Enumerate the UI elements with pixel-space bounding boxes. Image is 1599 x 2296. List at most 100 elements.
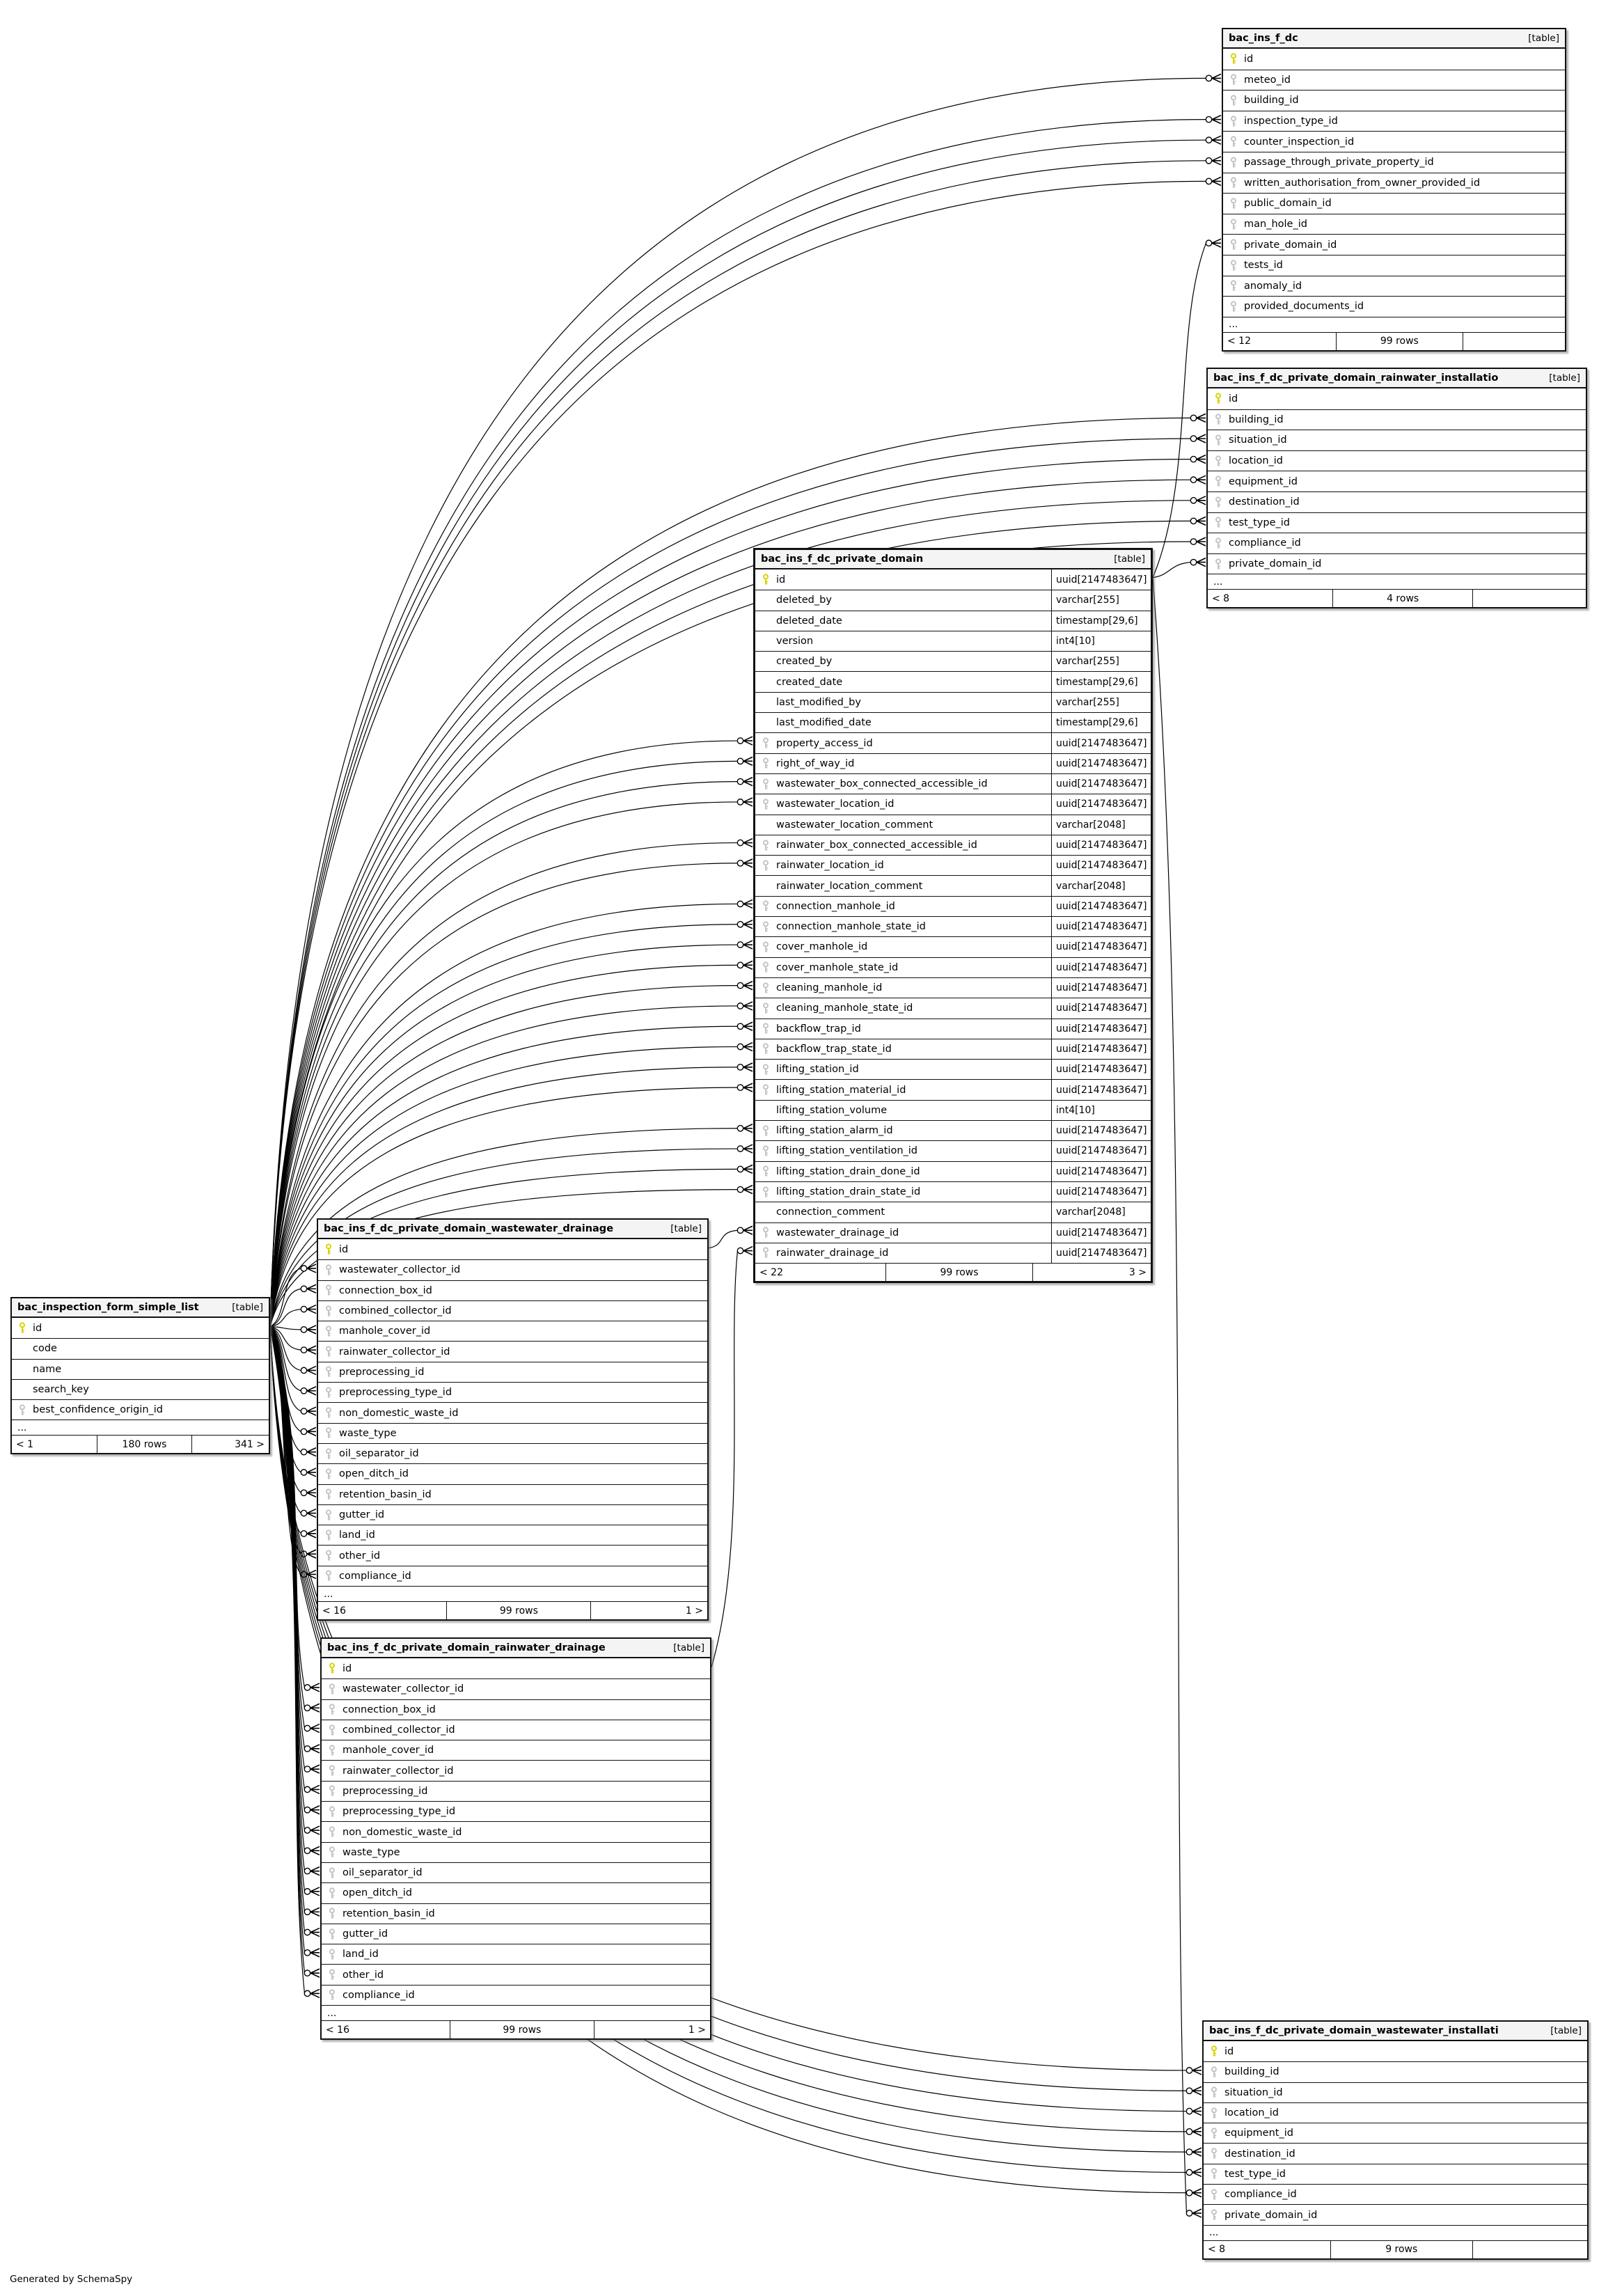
column-name: provided_documents_id xyxy=(1244,301,1364,313)
column-name: connection_comment xyxy=(776,1206,885,1218)
column-name: compliance_id xyxy=(339,1570,411,1582)
key-cell xyxy=(1223,177,1244,189)
column-row-version: version int4[10] xyxy=(755,630,1151,652)
zero-or-many-marker xyxy=(300,1469,308,1476)
column-name: building_id xyxy=(1224,2066,1279,2078)
column-name: private_domain_id xyxy=(1244,239,1337,251)
column-name: deleted_date xyxy=(776,615,842,627)
foreign-key-icon xyxy=(326,1468,331,1479)
crows-foot-marker xyxy=(310,1846,320,1856)
foreign-key-icon xyxy=(326,1550,331,1561)
column-name: rainwater_location_comment xyxy=(776,880,923,892)
zero-or-many-marker xyxy=(304,1888,311,1895)
table-bac_ins_f_dc[interactable]: bac_ins_f_dc [table] id meteo_id building_id… xyxy=(1222,28,1566,352)
table-title[interactable]: bac_ins_f_dc_private_domain_wastewater_d… xyxy=(324,1223,614,1234)
table-bac_ins_f_dc_private_domain_rainwater_drainage[interactable]: bac_ins_f_dc_private_domain_rainwater_dr… xyxy=(320,1637,711,2041)
foreign-key-icon xyxy=(763,1145,769,1156)
footer-children: 1 > xyxy=(593,2021,710,2039)
zero-or-many-marker xyxy=(1190,558,1197,566)
column-row-preprocessing_type_id: preprocessing_type_id xyxy=(318,1382,707,1402)
column-row-code: code xyxy=(12,1338,269,1358)
table-title[interactable]: bac_ins_f_dc_private_domain_rainwater_in… xyxy=(1213,372,1499,384)
zero-or-many-marker xyxy=(737,941,744,948)
foreign-key-icon xyxy=(329,1887,335,1898)
table-bac_ins_f_dc_private_domain_wastewater_installati[interactable]: bac_ins_f_dc_private_domain_wastewater_i… xyxy=(1202,2020,1589,2260)
column-name: search_key xyxy=(33,1384,89,1396)
relationship-edge xyxy=(269,964,738,1327)
key-cell xyxy=(318,1488,339,1500)
column-name: wastewater_collector_id xyxy=(342,1683,464,1695)
zero-or-many-marker xyxy=(737,1165,744,1173)
primary-key-icon xyxy=(19,1322,25,1333)
column-name: man_hole_id xyxy=(1244,219,1307,230)
crows-foot-marker xyxy=(743,756,753,766)
foreign-key-icon xyxy=(763,757,769,769)
key-cell xyxy=(318,1387,339,1399)
zero-or-many-marker xyxy=(300,1346,308,1354)
footer-parents: < 1 xyxy=(16,1438,34,1450)
column-name: name xyxy=(33,1363,62,1375)
table-bac_ins_f_dc_private_domain[interactable]: bac_ins_f_dc_private_domain [table] id uuid… xyxy=(753,548,1153,1284)
table-header: bac_inspection_form_simple_list [table] xyxy=(12,1298,269,1318)
key-cell xyxy=(1208,558,1229,570)
column-name: id xyxy=(1224,2045,1234,2057)
zero-or-many-marker xyxy=(1205,178,1213,185)
column-row-property_access_id: property_access_id uuid[2147483647] xyxy=(755,732,1151,753)
relationship-edge xyxy=(269,1326,301,1412)
footer-rowcount: 180 rows xyxy=(96,1436,192,1454)
column-name: test_type_id xyxy=(1229,517,1290,528)
zero-or-many-marker xyxy=(737,1002,744,1009)
table-footer: < 8 4 rows xyxy=(1208,589,1586,608)
relationship-edge xyxy=(269,160,1206,1327)
table-footer: < 16 99 rows 1 > xyxy=(318,1601,707,1620)
table-title[interactable]: bac_ins_f_dc_private_domain_rainwater_dr… xyxy=(327,1642,606,1653)
column-name: tests_id xyxy=(1244,260,1283,272)
column-row-gutter_id: gutter_id xyxy=(318,1504,707,1525)
zero-or-many-marker xyxy=(737,1124,744,1132)
key-cell xyxy=(322,1662,342,1674)
key-cell xyxy=(755,574,776,585)
relationship-edge xyxy=(708,1229,738,1249)
crows-foot-marker xyxy=(310,1805,320,1815)
foreign-key-icon xyxy=(329,1765,335,1776)
key-cell xyxy=(1204,2107,1224,2119)
foreign-key-icon xyxy=(329,1785,335,1797)
crows-foot-marker xyxy=(1192,2086,1202,2096)
key-cell xyxy=(322,1908,342,1919)
zero-or-many-marker xyxy=(737,1023,744,1030)
table-title[interactable]: bac_ins_f_dc_private_domain_wastewater_i… xyxy=(1209,2025,1499,2036)
column-row-combined_collector_id: combined_collector_id xyxy=(322,1719,710,1740)
primary-key-icon xyxy=(1231,53,1236,64)
relationship-edge xyxy=(269,1128,738,1327)
crows-foot-marker xyxy=(306,1508,317,1518)
key-cell xyxy=(318,1243,339,1255)
table-header: bac_ins_f_dc_private_domain_wastewater_i… xyxy=(1204,2022,1587,2041)
key-cell xyxy=(318,1264,339,1276)
key-cell xyxy=(755,778,776,790)
foreign-key-icon xyxy=(1215,517,1221,528)
column-name: compliance_id xyxy=(342,1989,415,2001)
foreign-key-icon xyxy=(763,1186,769,1197)
column-name: lifting_station_ventilation_id xyxy=(776,1145,917,1157)
key-cell xyxy=(755,961,776,973)
key-cell xyxy=(755,1145,776,1157)
key-cell xyxy=(755,1227,776,1239)
key-cell xyxy=(322,1867,342,1879)
column-name: location_id xyxy=(1229,455,1284,467)
key-cell xyxy=(1208,517,1229,528)
column-name: deleted_by xyxy=(776,595,832,606)
column-row-land_id: land_id xyxy=(322,1944,710,1964)
table-title[interactable]: bac_ins_f_dc xyxy=(1229,33,1298,44)
key-cell xyxy=(322,1887,342,1899)
table-bac_ins_f_dc_private_domain_wastewater_drainage[interactable]: bac_ins_f_dc_private_domain_wastewater_d… xyxy=(317,1218,709,1621)
column-name: private_domain_id xyxy=(1229,558,1322,570)
key-cell xyxy=(1223,136,1244,148)
column-name: lifting_station_id xyxy=(776,1064,859,1076)
table-bac_ins_f_dc_private_domain_rainwater_installatio[interactable]: bac_ins_f_dc_private_domain_rainwater_in… xyxy=(1206,368,1587,609)
zero-or-many-marker xyxy=(1186,2148,1193,2156)
table-title[interactable]: bac_inspection_form_simple_list xyxy=(17,1302,199,1313)
table-bac_inspection_form_simple_list[interactable]: bac_inspection_form_simple_list [table] id… xyxy=(10,1297,270,1455)
column-name: manhole_cover_id xyxy=(339,1326,431,1337)
table-title[interactable]: bac_ins_f_dc_private_domain xyxy=(761,553,924,565)
column-name: lifting_station_volume xyxy=(776,1104,888,1116)
